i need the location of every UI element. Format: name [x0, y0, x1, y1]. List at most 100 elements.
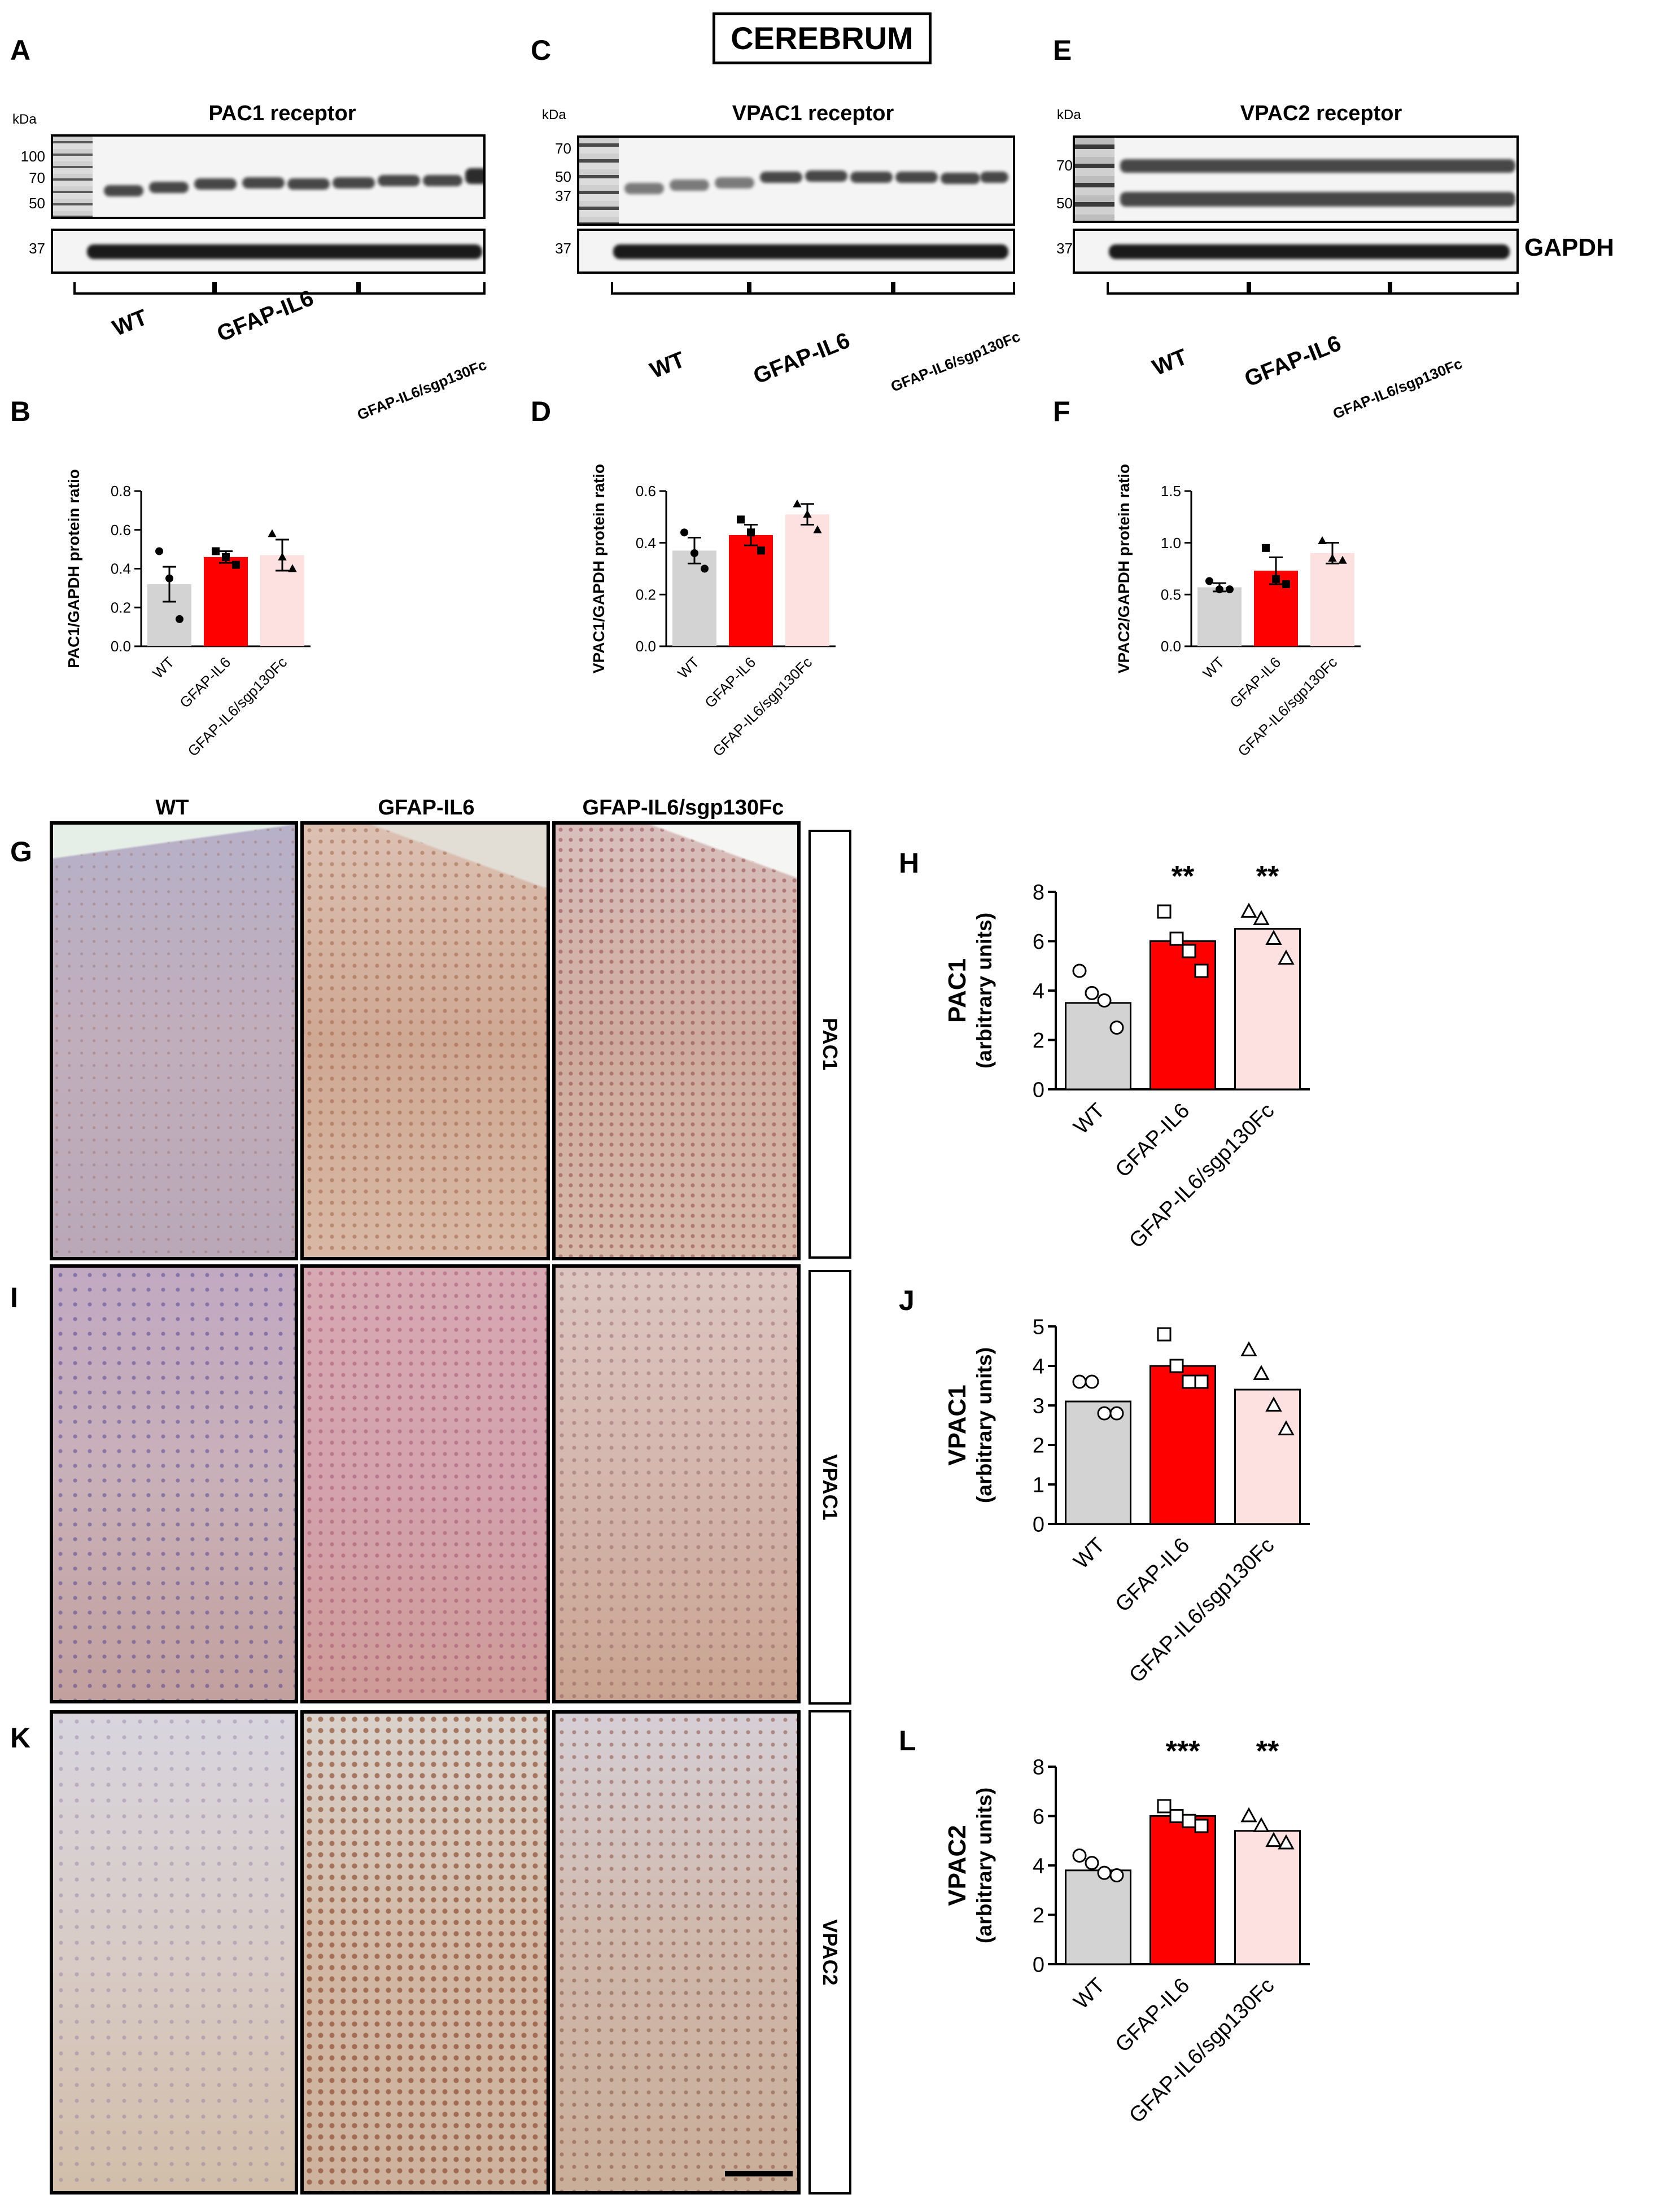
bar: [672, 550, 716, 646]
data-point-triangle: [1240, 903, 1257, 918]
micrograph-vpac2-wt: [50, 1710, 298, 2195]
bar-chart-vpac1-ihc: 0 1 2 3 4 5 VPAC1 (arbitrary units) WT GFAP-IL6GF…: [943, 1315, 1310, 1688]
y-tick-label: 0.2: [636, 586, 656, 603]
western-blot-gapdh-a: [51, 229, 486, 274]
data-point-circle: [1109, 1868, 1124, 1882]
category-label: GFAP-IL6: [1226, 654, 1284, 711]
data-point-triangle: [1253, 910, 1270, 925]
bracket-c-il6: [749, 282, 893, 295]
data-point-circle: [680, 528, 688, 537]
panel-letter-c: C: [531, 34, 552, 66]
data-point-triangle: [1253, 1365, 1270, 1380]
category-label: GFAP-IL6/sgp130Fc: [1125, 1099, 1279, 1253]
bracket-a-il6: [215, 282, 359, 295]
data-point-triangle: [803, 510, 812, 518]
category-label: WT: [149, 654, 177, 682]
data-point-triangle: [288, 564, 297, 572]
micrograph-vpac2-il6: [300, 1710, 550, 2195]
data-point-circle: [1097, 1865, 1112, 1880]
data-point-triangle: [1278, 1420, 1295, 1435]
y-tick-label: 5: [1033, 1315, 1044, 1339]
micrograph-pac1-il6: [300, 821, 550, 1260]
data-point-triangle: [1253, 1817, 1270, 1832]
data-point-square: [1282, 580, 1290, 588]
bar: [1234, 1830, 1301, 1965]
data-point-circle: [1097, 993, 1112, 1008]
y-tick-label: 1.0: [1161, 535, 1181, 551]
y-tick-label: 0: [1033, 1953, 1044, 1977]
y-tick-label: 0.0: [636, 638, 656, 655]
y-tick-label: 8: [1033, 1755, 1044, 1779]
data-point-circle: [1085, 1374, 1099, 1389]
bar: [785, 514, 829, 646]
panel-letter-h: H: [899, 847, 920, 879]
y-tick-label: 0.4: [111, 560, 131, 577]
data-point-circle: [1226, 585, 1234, 594]
panel-letter-a: A: [10, 34, 31, 66]
micro-col-title-sgp: GFAP-IL6/sgp130Fc: [582, 796, 784, 820]
category-label: GFAP-IL6/sgp130Fc: [1125, 1974, 1279, 2128]
panel-letter-e: E: [1053, 34, 1072, 66]
bracket-e-wt: [1107, 282, 1249, 295]
data-point-triangle: [793, 499, 802, 507]
y-tick-label: 6: [1033, 1805, 1044, 1829]
data-point-circle: [701, 564, 709, 573]
micrograph-vpac1-il6: [300, 1264, 550, 1703]
kda-label-c: kDa: [542, 107, 566, 122]
western-blot-pac1: [51, 134, 486, 219]
category-label: WT: [1069, 1099, 1109, 1139]
blot-title-vpac2: VPAC2 receptor: [1240, 102, 1402, 125]
bracket-c-wt: [611, 282, 749, 295]
data-point-circle: [1205, 577, 1213, 585]
data-point-square: [1194, 963, 1209, 978]
data-point-circle: [1097, 1406, 1112, 1421]
significance-marker: **: [1256, 1735, 1279, 1768]
stain-label-vpac2: VPAC2: [808, 1710, 851, 2195]
data-point-square: [1194, 1374, 1209, 1389]
y-axis-label: VPAC2/GAPDH protein ratio: [1115, 464, 1133, 673]
panel-letter-b: B: [10, 396, 31, 427]
panel-letter-f: F: [1053, 396, 1070, 427]
data-point-triangle: [1240, 1341, 1257, 1356]
data-point-square: [222, 553, 230, 561]
y-tick-label: 0.0: [111, 638, 131, 655]
data-point-square: [757, 546, 765, 555]
y-tick-label: 8: [1033, 881, 1044, 904]
data-point-circle: [1109, 1406, 1124, 1421]
y-axis-label: VPAC1: [943, 1385, 971, 1465]
y-axis-label-units: (arbitrary units): [972, 1788, 996, 1943]
y-tick-label: 6: [1033, 930, 1044, 954]
bar: [1149, 940, 1216, 1090]
kda-label-e: kDa: [1057, 107, 1081, 122]
data-point-square: [747, 528, 755, 537]
blot-group-c-wt: WT: [646, 347, 689, 384]
bar: [729, 535, 773, 646]
data-point-triangle: [1328, 554, 1337, 562]
blot-group-a-il6: GFAP-IL6: [213, 285, 317, 347]
western-blot-vpac2: [1073, 135, 1519, 223]
data-point-circle: [176, 615, 183, 623]
stain-label-pac1: PAC1: [808, 830, 851, 1259]
panel-letter-d: D: [531, 396, 552, 427]
data-point-square: [232, 560, 240, 569]
blot-group-e-wt: WT: [1149, 344, 1191, 381]
micrograph-vpac1-sgp: [552, 1264, 801, 1703]
y-tick-label: 0.0: [1161, 638, 1181, 655]
significance-marker: ***: [1166, 1735, 1200, 1768]
data-point-square: [1157, 1799, 1172, 1814]
western-blot-vpac1: [577, 135, 1015, 226]
micro-col-title-il6: GFAP-IL6: [378, 796, 475, 820]
micrograph-vpac2-sgp: [552, 1710, 801, 2195]
data-point-triangle: [1318, 536, 1327, 544]
gapdh-marker-a: 37: [29, 240, 45, 257]
bar-chart-vpac1-gapdh: 0.0 0.2 0.4 0.6 VPAC1/GAPDH protein ratio WTG…: [590, 464, 836, 756]
y-tick-label: 3: [1033, 1394, 1044, 1418]
y-tick-label: 1: [1033, 1473, 1044, 1497]
data-point-triangle: [1240, 1807, 1257, 1823]
stain-label-vpac1: VPAC1: [808, 1270, 851, 1705]
bar: [1065, 1869, 1131, 1965]
data-point-square: [1262, 544, 1270, 552]
bracket-e-sgp: [1390, 282, 1519, 295]
marker-c-37: 37: [555, 187, 571, 204]
data-point-triangle: [1265, 930, 1282, 945]
